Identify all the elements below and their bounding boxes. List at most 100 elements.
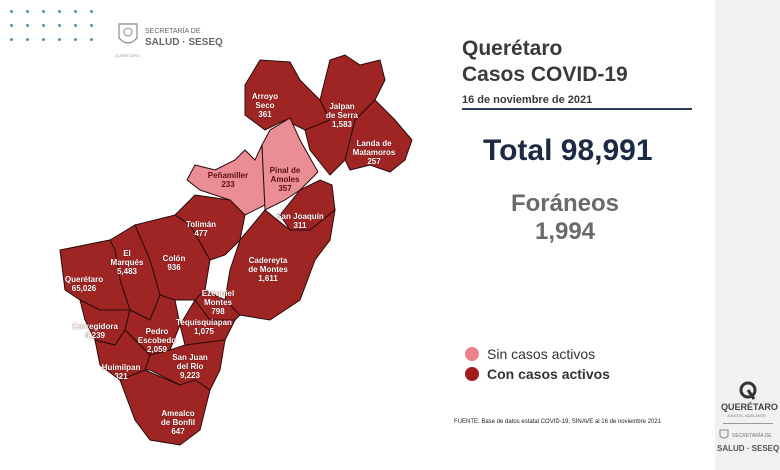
municipality-label-jalpan-de-serra: Jalpan de Serra 1,583 bbox=[326, 102, 358, 129]
foraneos: Foráneos 1,994 bbox=[470, 190, 660, 246]
municipality-name: Pinal de bbox=[269, 166, 301, 175]
side-logo-name: QUERÉTARO bbox=[721, 402, 778, 412]
municipality-amealco-de-bonfil bbox=[119, 369, 211, 446]
legend: Sin casos activos Con casos activos bbox=[465, 344, 610, 384]
municipality-name: de Bonfil bbox=[160, 418, 196, 427]
municipality-cases: 257 bbox=[367, 157, 381, 166]
page-title: Querétaro Casos COVID-19 bbox=[462, 36, 628, 88]
legend-label: Con casos activos bbox=[487, 366, 610, 382]
dot bbox=[74, 24, 77, 27]
municipality-name: Peñamiller bbox=[207, 171, 249, 180]
dot bbox=[42, 38, 45, 41]
dot bbox=[42, 24, 45, 27]
municipality-name: Arroyo bbox=[251, 92, 279, 101]
municipality-label-cadereyta-de-montes: Cadereyta de Montes 1,611 bbox=[248, 256, 288, 283]
logo-line1: SECRETARÍA DE bbox=[145, 28, 201, 35]
municipality-name: Corregidora bbox=[72, 322, 118, 331]
municipality-cases: 321 bbox=[114, 372, 128, 381]
municipality-name: Querétaro bbox=[64, 275, 104, 284]
municipality-cases: 233 bbox=[221, 180, 235, 189]
municipality-label-amealco-de-bonfil: Amealco de Bonfil 647 bbox=[161, 409, 195, 436]
logo-sub: QUERÉTARO bbox=[115, 53, 141, 58]
dot bbox=[58, 24, 61, 27]
municipality-label-toliman: Tolimán 477 bbox=[186, 220, 216, 238]
municipality-name: Ezequiel bbox=[201, 289, 235, 298]
municipality-cases: 6,239 bbox=[84, 331, 106, 340]
municipality-cases: 361 bbox=[258, 110, 272, 119]
municipality-name: San Joaquín bbox=[276, 212, 324, 221]
dot bbox=[42, 10, 45, 13]
municipality-label-queretaro: Querétaro 65,026 bbox=[65, 275, 103, 293]
municipality-cases: 477 bbox=[194, 229, 208, 238]
report-date: 16 de noviembre de 2021 bbox=[462, 94, 593, 106]
municipality-cases: 1,583 bbox=[331, 120, 353, 129]
municipality-name: de Montes bbox=[248, 265, 288, 274]
municipality-label-tequisquiapan: Tequisquiapan 1,075 bbox=[176, 318, 232, 336]
dot bbox=[26, 38, 29, 41]
decorative-dots bbox=[10, 10, 100, 55]
municipality-cases: 311 bbox=[293, 221, 307, 230]
municipality-cases: 1,075 bbox=[193, 327, 215, 336]
side-logo-tagline: JUNTOS, ADELANTE bbox=[727, 413, 767, 418]
dot bbox=[58, 10, 61, 13]
title-line2: Casos COVID-19 bbox=[462, 63, 628, 86]
municipality-name: Pedro bbox=[145, 327, 169, 336]
municipality-name: del Río bbox=[176, 362, 204, 371]
municipality-cases: 1,611 bbox=[258, 274, 278, 283]
municipality-label-colon: Colón 936 bbox=[163, 254, 186, 272]
municipality-cases: 936 bbox=[167, 263, 181, 272]
municipality-name: Tequisquiapan bbox=[176, 318, 232, 327]
dot bbox=[10, 10, 13, 13]
legend-item-inactive: Sin casos activos bbox=[465, 344, 610, 364]
coat-of-arms-icon bbox=[719, 429, 729, 439]
queretaro-map bbox=[59, 54, 413, 446]
municipality-name: Amoles bbox=[270, 175, 300, 184]
municipality-label-ezequiel-montes: Ezequiel Montes 798 bbox=[202, 289, 234, 316]
queretaro-q-logo-icon bbox=[739, 381, 757, 400]
dot bbox=[90, 24, 93, 27]
source-note: FUENTE: Base de datos estatal COVID-19, … bbox=[454, 419, 661, 425]
legend-item-active: Con casos activos bbox=[465, 364, 610, 384]
dot bbox=[74, 10, 77, 13]
municipality-cases: 647 bbox=[171, 427, 185, 436]
municipality-name: Jalpan bbox=[329, 102, 355, 111]
logo-line2: SALUD · SESEQ bbox=[145, 37, 223, 48]
municipality-cases: 798 bbox=[211, 307, 225, 316]
municipality-name: Montes bbox=[203, 298, 232, 307]
dot bbox=[90, 10, 93, 13]
dot bbox=[90, 38, 93, 41]
legend-swatch bbox=[465, 367, 479, 381]
total-cases: Total 98,991 bbox=[483, 134, 653, 167]
coat-of-arms-icon bbox=[118, 23, 138, 44]
legend-swatch bbox=[465, 347, 479, 361]
dot bbox=[74, 38, 77, 41]
municipality-name: Marqués bbox=[110, 258, 144, 267]
municipality-label-penamiller: Peñamiller 233 bbox=[208, 171, 248, 189]
side-sec2: SALUD · SESEQ bbox=[717, 444, 780, 453]
municipality-label-landa-de-matamoros: Landa de Matamoros 257 bbox=[353, 139, 396, 166]
title-line1: Querétaro bbox=[462, 37, 563, 60]
municipality-label-arroyo-seco: Arroyo Seco 361 bbox=[252, 92, 278, 119]
dot bbox=[26, 24, 29, 27]
municipality-label-el-marques: El Marqués 5,483 bbox=[111, 249, 144, 276]
municipality-label-san-juan-del-rio: San Juan del Río 9,223 bbox=[172, 353, 208, 380]
municipality-name: Escobedo bbox=[137, 336, 177, 345]
municipality-cases: 357 bbox=[278, 184, 292, 193]
municipality-name: de Serra bbox=[325, 111, 359, 120]
municipality-cases: 2,059 bbox=[146, 345, 168, 354]
municipality-name: Landa de bbox=[356, 139, 392, 148]
municipality-name: Cadereyta bbox=[248, 256, 288, 265]
municipality-label-corregidora: Corregidora 6,239 bbox=[72, 322, 118, 340]
municipality-cases: 5,483 bbox=[116, 267, 138, 276]
municipality-name: Tolimán bbox=[185, 220, 217, 229]
municipality-landa-de-matamoros bbox=[344, 99, 413, 173]
municipality-name: Amealco bbox=[161, 409, 195, 418]
municipality-cases: 9,223 bbox=[179, 371, 201, 380]
municipality-label-huimilpan: Huimilpan 321 bbox=[102, 363, 141, 381]
seseq-logo: SECRETARÍA DE SALUD · SESEQ QUERÉTARO bbox=[115, 20, 223, 58]
side-band: QUERÉTARO JUNTOS, ADELANTE SECRETARÍA DE… bbox=[715, 0, 780, 470]
municipality-label-san-joaquin: San Joaquín 311 bbox=[276, 212, 324, 230]
municipality-name: El bbox=[123, 249, 131, 258]
dot bbox=[26, 10, 29, 13]
side-divider bbox=[723, 423, 773, 424]
